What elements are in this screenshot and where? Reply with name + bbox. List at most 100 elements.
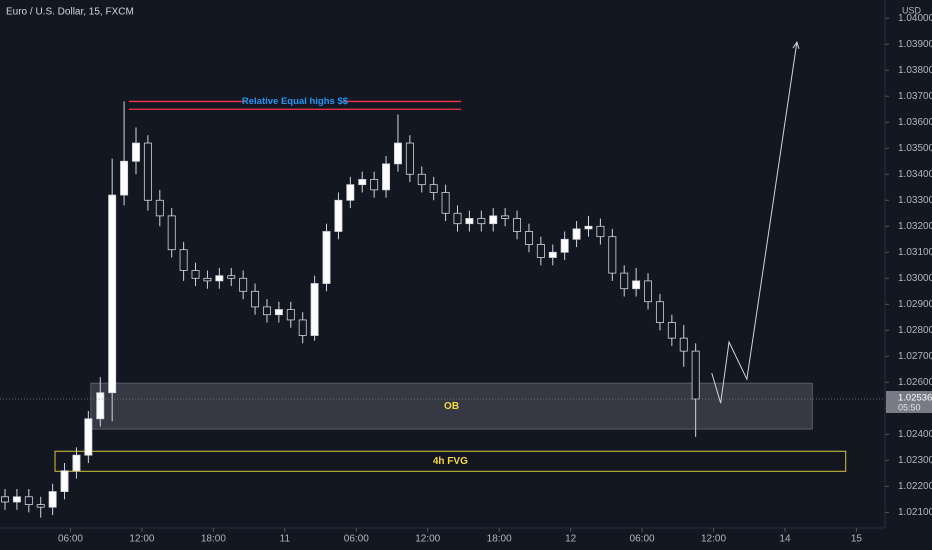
y-tick-label: 1.02800	[898, 325, 932, 336]
zone-label: 4h FVG	[433, 456, 468, 467]
candle-body	[632, 280, 641, 290]
x-tick-label: 18:00	[487, 534, 512, 545]
candle-body	[620, 272, 629, 290]
y-tick-label: 1.03500	[898, 143, 932, 154]
x-tick-label: 06:00	[630, 534, 655, 545]
candle-body	[334, 199, 343, 232]
y-tick-label: 1.03000	[898, 273, 932, 284]
candle-body	[536, 244, 545, 258]
last-price-box	[886, 390, 932, 413]
y-tick-label: 1.03600	[898, 117, 932, 128]
y-tick-label: 1.03700	[898, 91, 932, 102]
equal-highs-label-bg	[246, 95, 343, 108]
candle-body	[120, 160, 129, 196]
candle-body	[429, 184, 438, 193]
candle-body	[513, 218, 522, 232]
y-tick-label: 1.02700	[898, 351, 932, 362]
projection-path	[711, 42, 798, 404]
y-tick-label: 1.04000	[898, 13, 932, 24]
candle-body	[167, 215, 176, 251]
y-tick-label: 1.03200	[898, 221, 932, 232]
candle-body	[298, 319, 307, 336]
candle-body	[584, 225, 593, 230]
y-tick-label: 1.03900	[898, 39, 932, 50]
y-tick-label: 1.03300	[898, 195, 932, 206]
x-tick-label: 06:00	[344, 534, 369, 545]
candle-body	[12, 496, 21, 503]
candle-body	[191, 270, 200, 279]
candle-body	[548, 251, 557, 258]
candle-body	[644, 280, 653, 303]
candle-body	[465, 218, 474, 225]
candle-body	[382, 163, 391, 191]
candle-body	[608, 236, 617, 274]
x-tick-label: 12:00	[701, 534, 726, 545]
candle-body	[227, 275, 236, 279]
y-tick-label: 1.02100	[898, 507, 932, 518]
candle-body	[596, 225, 605, 238]
candle-body	[263, 306, 271, 316]
candle-body	[179, 249, 188, 271]
candle-body	[501, 215, 510, 219]
y-tick-label: 1.02400	[898, 429, 932, 440]
candle-body	[108, 194, 117, 394]
candle-body	[251, 290, 260, 308]
candle-body	[215, 275, 224, 282]
candle-body	[393, 142, 402, 165]
y-tick-label: 1.02600	[898, 377, 932, 388]
candle-body	[1, 496, 9, 503]
candle-body	[655, 301, 664, 323]
candle-body	[489, 215, 498, 225]
equal-highs-label: Relative Equal highs $$	[242, 96, 349, 107]
x-tick-label: 12:00	[129, 534, 154, 545]
x-tick-label: 18:00	[201, 534, 226, 545]
x-tick-label: 06:00	[58, 534, 83, 545]
countdown-label: 05:50	[898, 402, 921, 412]
candle-body	[679, 337, 688, 352]
last-price-label: 1.02536	[898, 393, 932, 404]
chart-title: Euro / U.S. Dollar, 15, FXCM	[6, 7, 134, 18]
candle-body	[477, 218, 486, 225]
candle-body	[286, 309, 295, 321]
x-tick-label: 11	[280, 534, 291, 545]
x-tick-label: 12	[565, 534, 577, 545]
candle-body	[96, 392, 105, 420]
candle-body	[453, 212, 462, 225]
y-tick-label: 1.02900	[898, 299, 932, 310]
y-tick-label: 1.02200	[898, 481, 932, 492]
candle-body	[667, 322, 676, 339]
candle-body	[405, 142, 414, 175]
candle-body	[441, 192, 450, 214]
candle-body	[560, 238, 569, 253]
projection-arrowhead	[792, 40, 800, 49]
candle-body	[72, 454, 81, 472]
candle-body	[274, 309, 283, 316]
zone	[54, 450, 847, 472]
candle-body	[417, 173, 426, 186]
candle-body	[36, 504, 45, 508]
candle-body	[524, 231, 533, 245]
candle-body	[143, 142, 152, 201]
candle-body	[370, 179, 379, 191]
candle-body	[239, 277, 248, 292]
x-tick-label: 15	[851, 534, 863, 545]
y-tick-label: 1.02300	[898, 455, 932, 466]
candle-body	[358, 179, 367, 186]
y-tick-label: 1.03800	[898, 65, 932, 76]
candle-body	[203, 277, 212, 282]
zone-label: OB	[444, 401, 459, 412]
candle-body	[48, 491, 57, 508]
candle-body	[24, 496, 33, 505]
candle-body	[310, 283, 319, 336]
currency-label: USD	[902, 5, 922, 15]
candle-body	[155, 199, 164, 217]
candle-body	[132, 142, 140, 162]
y-tick-label: 1.03400	[898, 169, 932, 180]
x-tick-label: 14	[779, 534, 791, 545]
candle-body	[346, 184, 355, 201]
candle-body	[322, 231, 331, 284]
candle-body	[691, 350, 700, 400]
candle-body	[60, 470, 69, 492]
